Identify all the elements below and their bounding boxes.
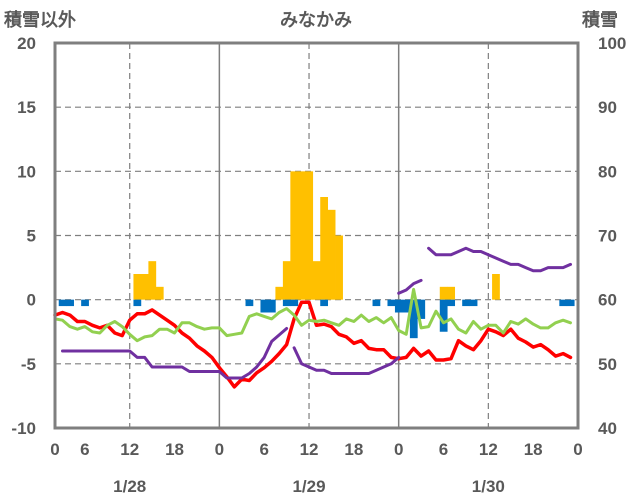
- left-tick-label: 10: [17, 162, 36, 181]
- bar: [282, 261, 291, 300]
- bar: [290, 171, 299, 300]
- bar: [155, 286, 164, 300]
- bar: [320, 299, 329, 307]
- bar: [140, 274, 149, 300]
- bar: [267, 299, 276, 313]
- bar: [305, 171, 314, 300]
- bar: [372, 299, 381, 307]
- series-line-4: [427, 246, 572, 273]
- bar: [148, 261, 157, 300]
- bar: [439, 286, 448, 300]
- bar: [417, 299, 426, 319]
- chart-title: みなかみ: [280, 10, 352, 31]
- left-tick-label: 0: [27, 291, 36, 310]
- series-line-2: [53, 300, 573, 389]
- bar: [447, 286, 456, 300]
- right-tick-label: 50: [598, 355, 617, 374]
- x-tick-label: 6: [80, 440, 89, 459]
- bar: [260, 299, 269, 313]
- bars: [58, 171, 575, 339]
- right-tick-label: 40: [598, 419, 617, 438]
- bar: [387, 299, 396, 307]
- bar: [282, 299, 291, 307]
- left-axis-label: 積雪以外: [3, 9, 76, 31]
- right-tick-label: 70: [598, 227, 617, 246]
- x-tick-label: 12: [300, 440, 319, 459]
- right-tick-label: 80: [598, 162, 617, 181]
- bar: [275, 286, 284, 300]
- bar: [402, 299, 411, 313]
- left-tick-label: 15: [17, 98, 36, 117]
- bar: [133, 274, 142, 300]
- bar: [447, 299, 456, 307]
- bar: [290, 299, 299, 307]
- series-line-4: [292, 346, 401, 375]
- x-tick-label: 6: [259, 440, 268, 459]
- bar: [66, 299, 74, 307]
- bar: [297, 171, 306, 300]
- bar: [245, 299, 254, 307]
- x-tick-label: 0: [50, 440, 59, 459]
- series-lines: [53, 246, 573, 389]
- bar: [312, 261, 321, 300]
- bar: [394, 299, 403, 313]
- date-label: 1/29: [292, 477, 325, 496]
- x-tick-label: 12: [479, 440, 498, 459]
- date-label: 1/30: [472, 477, 505, 496]
- bar: [327, 209, 336, 300]
- right-tick-label: 60: [598, 291, 617, 310]
- x-tick-label: 0: [394, 440, 403, 459]
- bar: [462, 299, 470, 307]
- bar: [492, 274, 500, 300]
- series-line-4: [397, 278, 423, 295]
- bar: [566, 299, 575, 307]
- right-tick-label: 90: [598, 98, 617, 117]
- right-tick-label: 100: [598, 34, 626, 53]
- left-tick-label: -5: [21, 355, 36, 374]
- left-tick-label: -10: [11, 419, 36, 438]
- bar: [58, 299, 67, 307]
- x-tick-label: 0: [215, 440, 224, 459]
- series-line-3: [53, 287, 572, 343]
- bar: [133, 299, 142, 307]
- bar: [409, 299, 418, 339]
- bar: [559, 299, 568, 307]
- date-label: 1/28: [113, 477, 146, 496]
- plot-frame: [53, 41, 580, 430]
- left-tick-label: 5: [27, 227, 36, 246]
- bar: [469, 299, 478, 307]
- bar: [439, 299, 448, 332]
- x-tick-label: 0: [573, 440, 582, 459]
- right-axis-label: 積雪: [581, 9, 618, 31]
- x-tick-label: 12: [120, 440, 139, 459]
- series-line-4: [61, 327, 289, 380]
- left-tick-label: 20: [17, 34, 36, 53]
- x-tick-label: 18: [524, 440, 543, 459]
- bar: [320, 197, 329, 300]
- bar: [81, 299, 89, 307]
- x-tick-label: 18: [344, 440, 363, 459]
- bar: [335, 235, 343, 300]
- x-tick-label: 6: [439, 440, 448, 459]
- x-tick-label: 18: [165, 440, 184, 459]
